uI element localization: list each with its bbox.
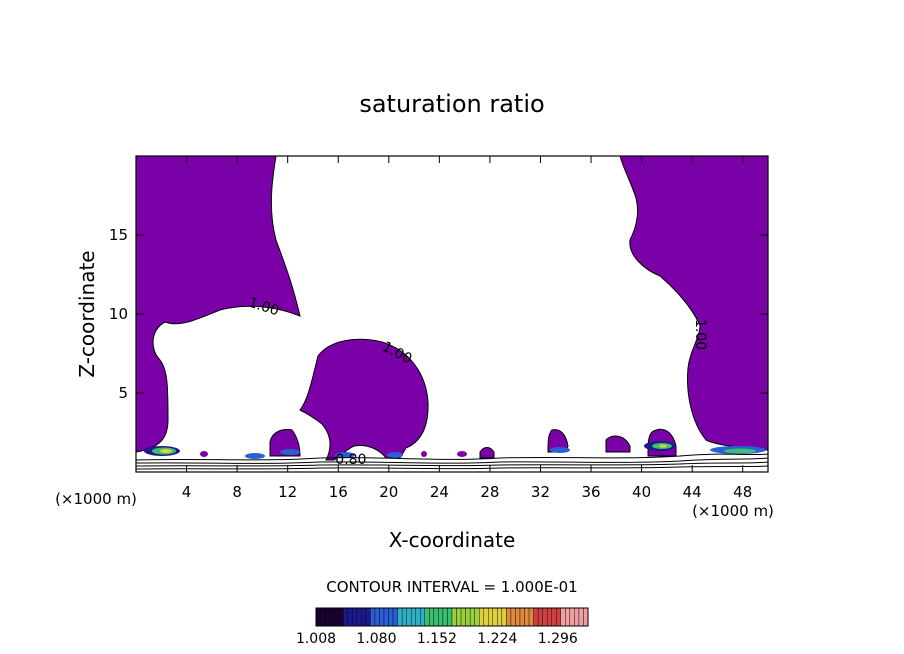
colorbar-cell bbox=[537, 607, 543, 627]
central-supersaturation-region bbox=[299, 338, 429, 461]
colorbar-cell bbox=[411, 607, 416, 627]
colorbar-cell bbox=[560, 607, 566, 627]
left-supersaturation-region bbox=[136, 156, 301, 453]
colorbar-cell bbox=[333, 607, 339, 627]
right-supersaturation-region bbox=[619, 156, 768, 451]
colorbar-tick-label: 1.152 bbox=[417, 631, 457, 647]
colorbar-cell bbox=[415, 607, 421, 627]
colorbar-cell bbox=[569, 607, 575, 627]
x-tick-label: 4 bbox=[182, 483, 192, 501]
colorbar-cell bbox=[338, 607, 344, 627]
colorbar-cell bbox=[320, 607, 326, 627]
colorbar-cell bbox=[397, 607, 403, 627]
colorbar-cell bbox=[343, 607, 348, 627]
colorbar bbox=[315, 607, 589, 627]
colorbar-cell bbox=[438, 607, 444, 627]
colorbar-cell bbox=[329, 607, 335, 627]
colorbar-cell bbox=[474, 607, 480, 627]
colorbar-cell bbox=[315, 607, 321, 627]
colorbar-cell bbox=[456, 607, 462, 627]
colorbar-cell bbox=[492, 607, 498, 627]
colorbar-cell bbox=[383, 607, 389, 627]
x-tick-label: 44 bbox=[683, 483, 702, 501]
plot-area: 1.001.001.000.80 bbox=[136, 156, 768, 472]
colorbar-cell bbox=[479, 607, 484, 627]
colorbar-cell bbox=[547, 607, 552, 627]
colorbar-cell bbox=[501, 607, 507, 627]
colorbar-cell bbox=[460, 607, 466, 627]
contour-interval-label: CONTOUR INTERVAL = 1.000E-01 bbox=[326, 578, 577, 596]
colorbar-cell bbox=[429, 607, 435, 627]
colorbar-frame bbox=[315, 607, 589, 627]
x-tick-label: 48 bbox=[733, 483, 752, 501]
colorbar-cell bbox=[442, 607, 448, 627]
colorbar-cell bbox=[506, 607, 512, 627]
y-axis-label: Z-coordinate bbox=[75, 250, 99, 377]
contour-line-label: 1.00 bbox=[692, 319, 708, 350]
colorbar-cell bbox=[401, 607, 407, 627]
x-unit-right: (×1000 m) bbox=[692, 502, 774, 520]
x-tick-label: 16 bbox=[329, 483, 348, 501]
y-tick-label: 5 bbox=[118, 384, 128, 402]
colorbar-cell bbox=[533, 607, 539, 627]
colorbar-tick-label: 1.296 bbox=[538, 631, 578, 647]
x-tick-label: 24 bbox=[430, 483, 449, 501]
colorbar-cell bbox=[356, 607, 362, 627]
colorbar-cell bbox=[515, 607, 521, 627]
x-tick-label: 8 bbox=[232, 483, 242, 501]
colorbar-cell bbox=[406, 607, 412, 627]
colorbar-tick-label: 1.008 bbox=[296, 631, 336, 647]
colorbar-cell bbox=[465, 607, 471, 627]
small-cloud-blob bbox=[479, 447, 495, 459]
colorbar-cell bbox=[578, 607, 584, 627]
surface-high-values bbox=[144, 441, 766, 459]
colorbar-cell bbox=[370, 607, 376, 627]
colorbar-cell bbox=[361, 607, 367, 627]
colorbar-cell bbox=[528, 607, 534, 627]
colorbar-cell bbox=[324, 607, 330, 627]
colorbar-cell bbox=[583, 607, 589, 627]
x-tick-label: 32 bbox=[531, 483, 550, 501]
colorbar-cell bbox=[524, 607, 530, 627]
colorbar-cell bbox=[519, 607, 525, 627]
x-axis-label: X-coordinate bbox=[389, 528, 516, 552]
colorbar-cell bbox=[374, 607, 380, 627]
small-cloud-blob bbox=[605, 435, 631, 453]
x-tick-label: 20 bbox=[379, 483, 398, 501]
colorbar-cell bbox=[483, 607, 489, 627]
colorbar-cell bbox=[542, 607, 548, 627]
x-tick-label: 12 bbox=[278, 483, 297, 501]
colorbar-cell bbox=[420, 607, 425, 627]
y-tick-label: 15 bbox=[109, 226, 128, 244]
colorbar-cell bbox=[469, 607, 475, 627]
colorbar-cell bbox=[574, 607, 580, 627]
x-tick-label: 28 bbox=[480, 483, 499, 501]
colorbar-cell bbox=[365, 607, 371, 627]
y-tick-label: 10 bbox=[109, 305, 128, 323]
x-tick-label: 36 bbox=[581, 483, 600, 501]
colorbar-cell bbox=[551, 607, 557, 627]
colorbar-cell bbox=[347, 607, 353, 627]
chart-title: saturation ratio bbox=[359, 90, 544, 118]
colorbar-cell bbox=[497, 607, 503, 627]
colorbar-cell bbox=[392, 607, 398, 627]
colorbar-cell bbox=[379, 607, 385, 627]
colorbar-cell bbox=[388, 607, 394, 627]
colorbar-cell bbox=[447, 607, 453, 627]
x-tick-label: 40 bbox=[632, 483, 651, 501]
colorbar-cell bbox=[433, 607, 439, 627]
colorbar-cell bbox=[424, 607, 430, 627]
contour-line-label: 0.80 bbox=[335, 452, 366, 468]
colorbar-cell bbox=[565, 607, 571, 627]
colorbar-tick-label: 1.224 bbox=[477, 631, 517, 647]
x-unit-left: (×1000 m) bbox=[55, 490, 137, 508]
colorbar-cell bbox=[451, 607, 457, 627]
colorbar-cell bbox=[556, 607, 561, 627]
colorbar-cell bbox=[352, 607, 357, 627]
colorbar-cell bbox=[488, 607, 493, 627]
colorbar-cell bbox=[510, 607, 516, 627]
colorbar-tick-label: 1.080 bbox=[356, 631, 396, 647]
